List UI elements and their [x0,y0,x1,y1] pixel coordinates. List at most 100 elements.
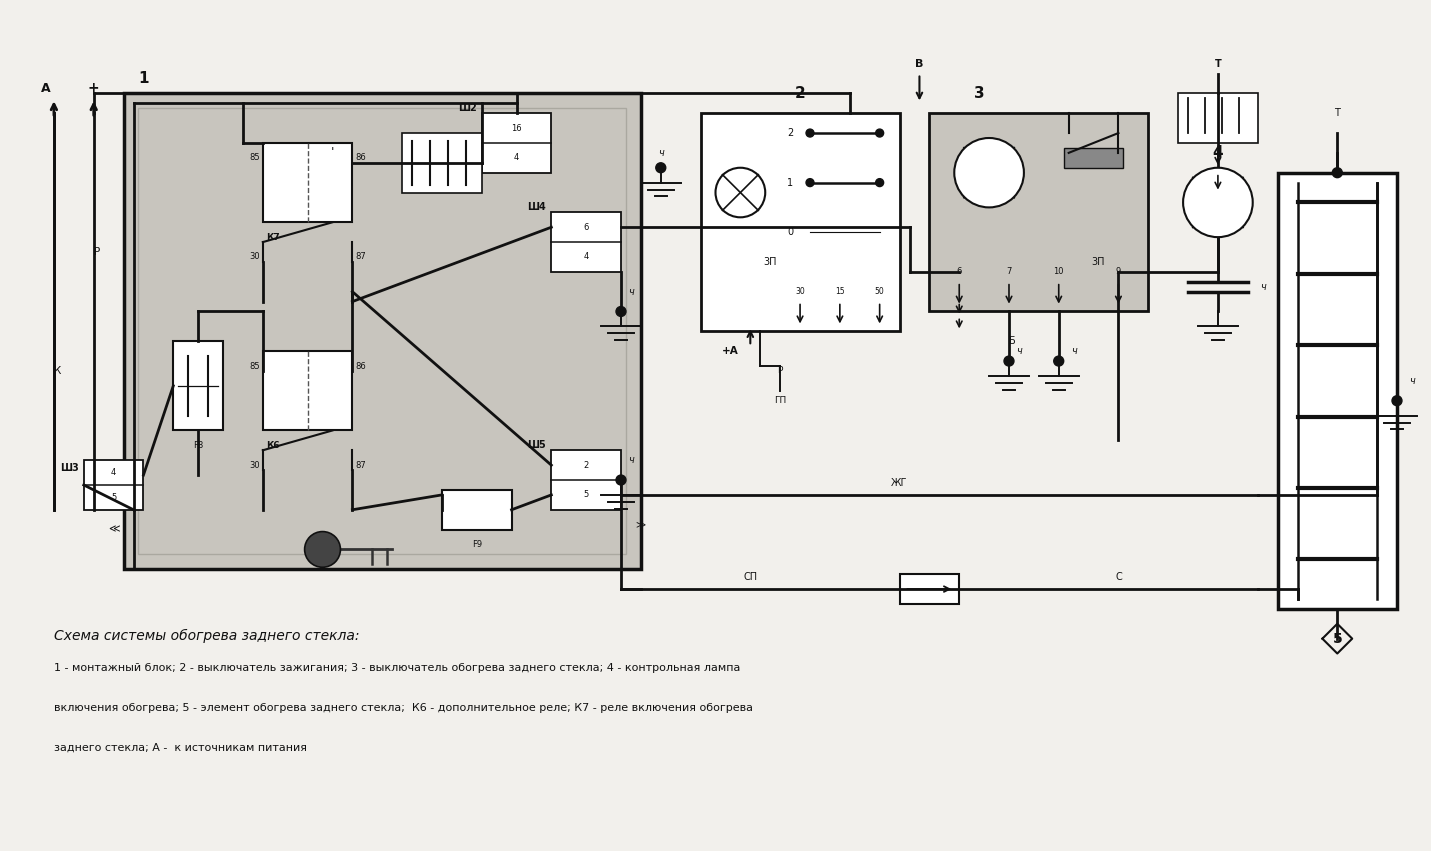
Circle shape [954,138,1025,208]
Bar [1278,173,1397,609]
Text: 3: 3 [975,86,985,101]
Text: Р: Р [777,367,783,375]
Circle shape [876,179,883,186]
Text: В: В [916,59,923,69]
Text: 85: 85 [249,153,260,163]
Text: 6: 6 [956,267,962,277]
Bar [139,108,625,554]
Text: К6: К6 [266,441,279,450]
Text: ч: ч [1016,346,1022,357]
Text: +А: +А [723,346,738,357]
Text: К7: К7 [266,232,279,242]
Bar [173,341,223,431]
Text: 4: 4 [1212,146,1224,160]
Text: 30: 30 [249,253,260,261]
Bar [263,143,352,222]
Circle shape [1332,168,1342,178]
Text: Ш2: Ш2 [458,103,477,113]
Text: Ш3: Ш3 [60,463,79,472]
Bar [900,574,959,604]
Text: 2: 2 [787,128,793,138]
Circle shape [1183,168,1252,237]
Text: 0: 0 [787,227,793,237]
Text: 2: 2 [584,460,588,470]
Text: 85: 85 [249,362,260,370]
Text: 4: 4 [112,468,116,477]
Text: 3П: 3П [1092,257,1105,267]
Bar [1063,148,1123,168]
Text: 1: 1 [787,178,793,187]
Text: 4: 4 [584,253,588,261]
Text: ч: ч [628,455,634,465]
Bar [1178,94,1258,143]
Text: 6: 6 [584,223,588,231]
Text: Ш5: Ш5 [528,440,547,450]
Text: Р: Р [93,247,100,257]
Circle shape [876,129,883,137]
Text: 5: 5 [584,490,588,500]
Text: 10: 10 [1053,267,1065,277]
Bar [84,460,143,510]
Text: 30: 30 [796,287,806,296]
Text: 87: 87 [355,253,366,261]
Text: 5: 5 [1332,631,1342,646]
Text: A: A [41,82,50,95]
Circle shape [615,306,625,317]
Text: 86: 86 [355,153,366,163]
Text: ≫: ≫ [635,520,645,529]
Bar [701,113,900,331]
Text: ч: ч [658,148,664,158]
Circle shape [615,475,625,485]
Text: 50: 50 [874,287,884,296]
Circle shape [806,129,814,137]
Text: 15: 15 [836,287,844,296]
Bar [123,94,641,569]
Text: 5: 5 [112,493,116,502]
Text: заднего стекла; А -  к источникам питания: заднего стекла; А - к источникам питания [54,743,306,753]
Text: ≪: ≪ [107,524,119,534]
Text: ч: ч [628,287,634,297]
Text: F9: F9 [472,540,482,549]
Text: С: С [1115,572,1122,582]
Text: Ш4: Ш4 [528,203,547,213]
Circle shape [1005,356,1015,366]
Text: Схема системы обогрева заднего стекла:: Схема системы обогрева заднего стекла: [54,629,359,643]
Text: включения обогрева; 5 - элемент обогрева заднего стекла;  К6 - дополнительное ре: включения обогрева; 5 - элемент обогрева… [54,703,753,713]
Text: ': ' [331,146,335,159]
Text: 1 - монтажный блок; 2 - выключатель зажигания; 3 - выключатель обогрева заднего : 1 - монтажный блок; 2 - выключатель зажи… [54,664,740,673]
Text: F8: F8 [193,441,203,450]
Text: T: T [1334,108,1341,118]
Circle shape [655,163,665,173]
Text: ч: ч [1259,282,1265,292]
Text: 3П: 3П [764,257,777,267]
Text: 16: 16 [511,123,522,133]
Circle shape [806,179,814,186]
Bar [551,213,621,271]
Circle shape [305,532,341,568]
Text: ч: ч [1070,346,1076,357]
Text: 7: 7 [1006,267,1012,277]
Circle shape [1053,356,1063,366]
Text: 2: 2 [794,86,806,101]
Bar [929,113,1148,311]
Text: СП: СП [743,572,757,582]
Text: ГП: ГП [774,397,786,405]
Bar [551,450,621,510]
Text: ч: ч [1410,376,1415,386]
Text: К: К [54,366,62,376]
Bar [482,113,551,173]
Bar [402,133,482,192]
Text: T: T [1215,59,1221,69]
Text: 30: 30 [249,460,260,470]
Circle shape [1392,396,1402,406]
Text: +: + [87,82,100,95]
Bar [442,490,511,529]
Text: 1: 1 [139,71,149,86]
Text: Б: Б [1009,336,1016,346]
Text: ЖГ: ЖГ [892,478,907,488]
Text: 9: 9 [1116,267,1120,277]
Bar [263,351,352,431]
Text: 4: 4 [514,153,519,163]
Text: 87: 87 [355,460,366,470]
Text: 86: 86 [355,362,366,370]
